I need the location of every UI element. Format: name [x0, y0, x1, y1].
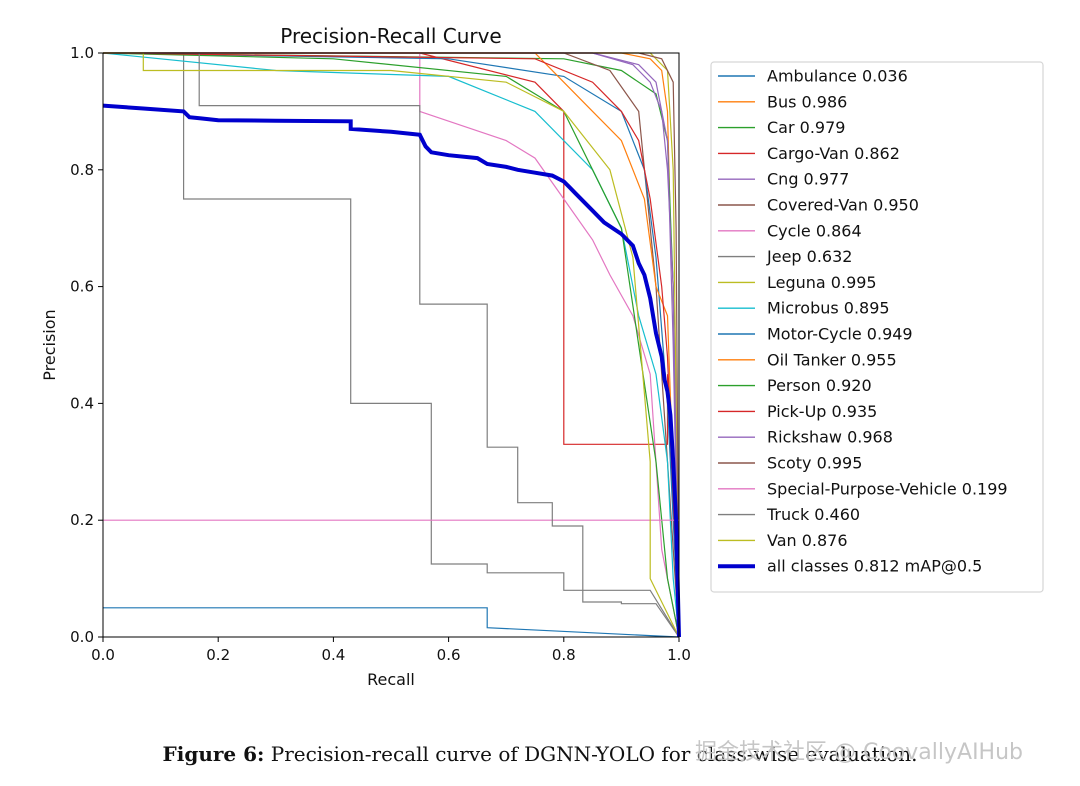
- legend-label-2: Car 0.979: [767, 118, 845, 137]
- legend-label-18: Van 0.876: [767, 531, 848, 550]
- legend-label-0: Ambulance 0.036: [767, 67, 908, 86]
- y-tick-label-4: 0.8: [70, 161, 94, 179]
- y-tick-label-2: 0.4: [70, 394, 94, 412]
- legend-label-7: Jeep 0.632: [766, 247, 852, 266]
- series-line-9: [102, 52, 680, 638]
- y-axis-label: Precision: [40, 309, 59, 380]
- legend-label-10: Motor-Cycle 0.949: [767, 325, 913, 344]
- series-line-19: [102, 103, 681, 638]
- legend-label-4: Cng 0.977: [767, 170, 849, 189]
- legend-label-8: Leguna 0.995: [767, 273, 877, 292]
- y-tick-label-1: 0.2: [70, 511, 94, 529]
- x-tick-label-3: 0.6: [437, 646, 461, 664]
- series-line-18: [103, 52, 680, 638]
- plot-frame: [102, 52, 680, 638]
- legend-label-1: Bus 0.986: [767, 92, 847, 111]
- series-line-14: [103, 52, 680, 638]
- y-tick-label-5: 1.0: [70, 44, 94, 62]
- x-tick-label-1: 0.2: [206, 646, 230, 664]
- series-line-2: [102, 52, 680, 638]
- chart-title: Precision-Recall Curve: [280, 24, 501, 48]
- series-line-17: [103, 52, 680, 638]
- x-tick-label-2: 0.4: [321, 646, 345, 664]
- series-line-15: [103, 52, 680, 638]
- legend: Ambulance 0.036 Bus 0.986 Car 0.979 Cargo-V…: [710, 61, 1044, 593]
- pr-curve-chart: Precision-Recall Curve 0.0 0.2 0.4 0.6 0.8 1.…: [40, 24, 1044, 689]
- legend-label-16: Special-Purpose-Vehicle 0.199: [767, 479, 1008, 498]
- x-tick-label-4: 0.8: [552, 646, 576, 664]
- legend-label-13: Pick-Up 0.935: [767, 402, 877, 421]
- legend-label-5: Covered-Van 0.950: [767, 196, 919, 215]
- x-tick-label-0: 0.0: [91, 646, 115, 664]
- y-tick-label-0: 0.0: [70, 628, 94, 646]
- figure-caption-text: Precision-recall curve of DGNN-YOLO for …: [270, 742, 918, 766]
- legend-label-12: Person 0.920: [767, 376, 872, 395]
- series-line-0: [103, 607, 680, 638]
- series-line-8: [103, 52, 680, 638]
- legend-label-11: Oil Tanker 0.955: [767, 350, 897, 369]
- figure-caption: Figure 6: Precision-recall curve of DGNN…: [0, 742, 1080, 766]
- legend-label-15: Scoty 0.995: [767, 454, 862, 473]
- series-line-6: [103, 52, 680, 638]
- legend-label-19: all classes 0.812 mAP@0.5: [767, 557, 982, 576]
- series-line-3: [103, 52, 680, 638]
- series-line-13: [102, 52, 680, 638]
- y-tick-label-3: 0.6: [70, 278, 94, 296]
- series-line-12: [102, 52, 680, 638]
- series-line-4: [103, 52, 680, 638]
- watermark: 掘金技术社区 @ CoovallyAIHub: [695, 740, 1024, 765]
- series-line-5: [103, 52, 680, 638]
- legend-box: [710, 61, 1044, 593]
- series-line-10: [102, 52, 680, 638]
- x-tick-label-5: 1.0: [667, 646, 691, 664]
- series-line-7: [103, 52, 680, 638]
- series-line-1: [103, 52, 680, 638]
- legend-label-3: Cargo-Van 0.862: [767, 144, 900, 163]
- legend-label-6: Cycle 0.864: [767, 221, 862, 240]
- x-axis-label: Recall: [367, 670, 415, 689]
- legend-label-17: Truck 0.460: [766, 505, 860, 524]
- figure-label: Figure 6:: [162, 742, 265, 766]
- plot-area: 0.0 0.2 0.4 0.6 0.8 1.0 0.0 0.2 0.4 0.6 0.8 1.0: [70, 44, 691, 664]
- legend-label-9: Microbus 0.895: [767, 299, 890, 318]
- series-line-11: [103, 52, 680, 638]
- legend-label-14: Rickshaw 0.968: [767, 428, 893, 447]
